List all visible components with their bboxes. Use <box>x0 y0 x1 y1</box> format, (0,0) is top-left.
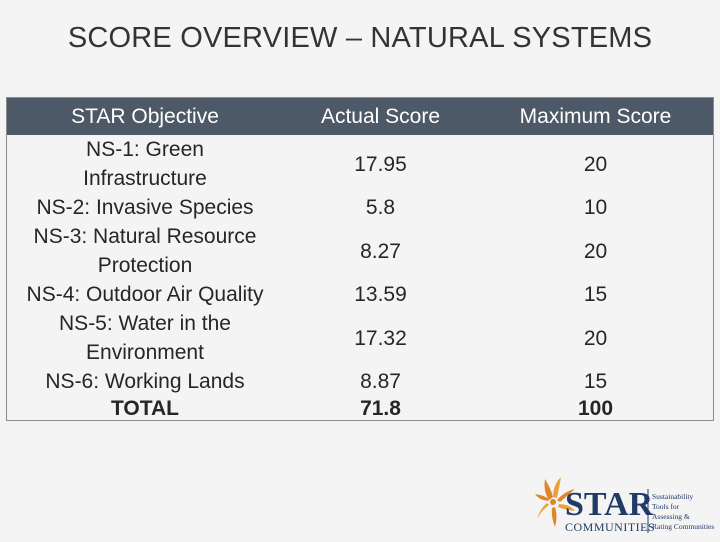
score-table: STAR Objective Actual Score Maximum Scor… <box>6 97 714 421</box>
logo-tagline-line: Tools for <box>652 502 680 511</box>
table-row: NS-3: Natural Resource Protection 8.27 2… <box>7 222 713 280</box>
maximum-score-cell: 20 <box>583 326 608 350</box>
slide-title: SCORE OVERVIEW – NATURAL SYSTEMS <box>67 22 653 54</box>
logo-tagline-line: Assessing & <box>652 512 690 521</box>
table-header: STAR Objective Actual Score Maximum Scor… <box>7 98 713 135</box>
logo-wordmark: STAR <box>565 486 654 523</box>
objective-cell: NS-1: Green Infrastructure <box>83 138 207 190</box>
actual-score-cell: 8.87 <box>360 370 401 393</box>
actual-score-cell: 17.95 <box>354 152 407 176</box>
maximum-score-cell: 15 <box>583 370 608 393</box>
objective-cell: NS-3: Natural Resource Protection <box>33 225 257 277</box>
table-row: NS-5: Water in the Environment 17.32 20 <box>7 309 713 367</box>
objective-cell: NS-5: Water in the Environment <box>59 312 231 364</box>
actual-score-cell: 8.27 <box>360 239 401 263</box>
maximum-score-cell: 15 <box>583 283 608 306</box>
actual-score-cell: 13.59 <box>354 283 407 306</box>
star-communities-logo: STAR COMMUNITIES Sustainability Tools fo… <box>535 467 715 537</box>
logo-subtitle: COMMUNITIES <box>565 520 655 534</box>
table-row-total: TOTAL 71.8 100 <box>7 396 713 420</box>
star-logo-graphic: STAR COMMUNITIES Sustainability Tools fo… <box>535 477 714 534</box>
logo-tagline-line: Sustainability <box>652 492 694 501</box>
sunburst-icon <box>535 477 575 527</box>
logo-tagline-line: Rating Communities <box>652 522 714 531</box>
objective-cell: NS-4: Outdoor Air Quality <box>26 283 264 306</box>
actual-score-cell: 71.8 <box>360 396 401 420</box>
maximum-score-cell: 10 <box>583 196 608 219</box>
table-row: NS-2: Invasive Species 5.8 10 <box>7 193 713 222</box>
actual-score-cell: 17.32 <box>354 326 407 350</box>
actual-score-cell: 5.8 <box>365 196 396 219</box>
objective-cell: NS-2: Invasive Species <box>36 196 254 219</box>
table-row: NS-6: Working Lands 8.87 15 <box>7 367 713 396</box>
objective-cell: TOTAL <box>110 396 180 420</box>
header-actual-score: Actual Score <box>320 105 441 128</box>
maximum-score-cell: 100 <box>577 396 614 420</box>
maximum-score-cell: 20 <box>583 152 608 176</box>
header-maximum-score: Maximum Score <box>519 105 672 128</box>
header-objective: STAR Objective <box>71 105 219 128</box>
table-row: NS-4: Outdoor Air Quality 13.59 15 <box>7 280 713 309</box>
objective-cell: NS-6: Working Lands <box>45 370 245 393</box>
table-row: NS-1: Green Infrastructure 17.95 20 <box>7 135 713 193</box>
maximum-score-cell: 20 <box>583 239 608 263</box>
